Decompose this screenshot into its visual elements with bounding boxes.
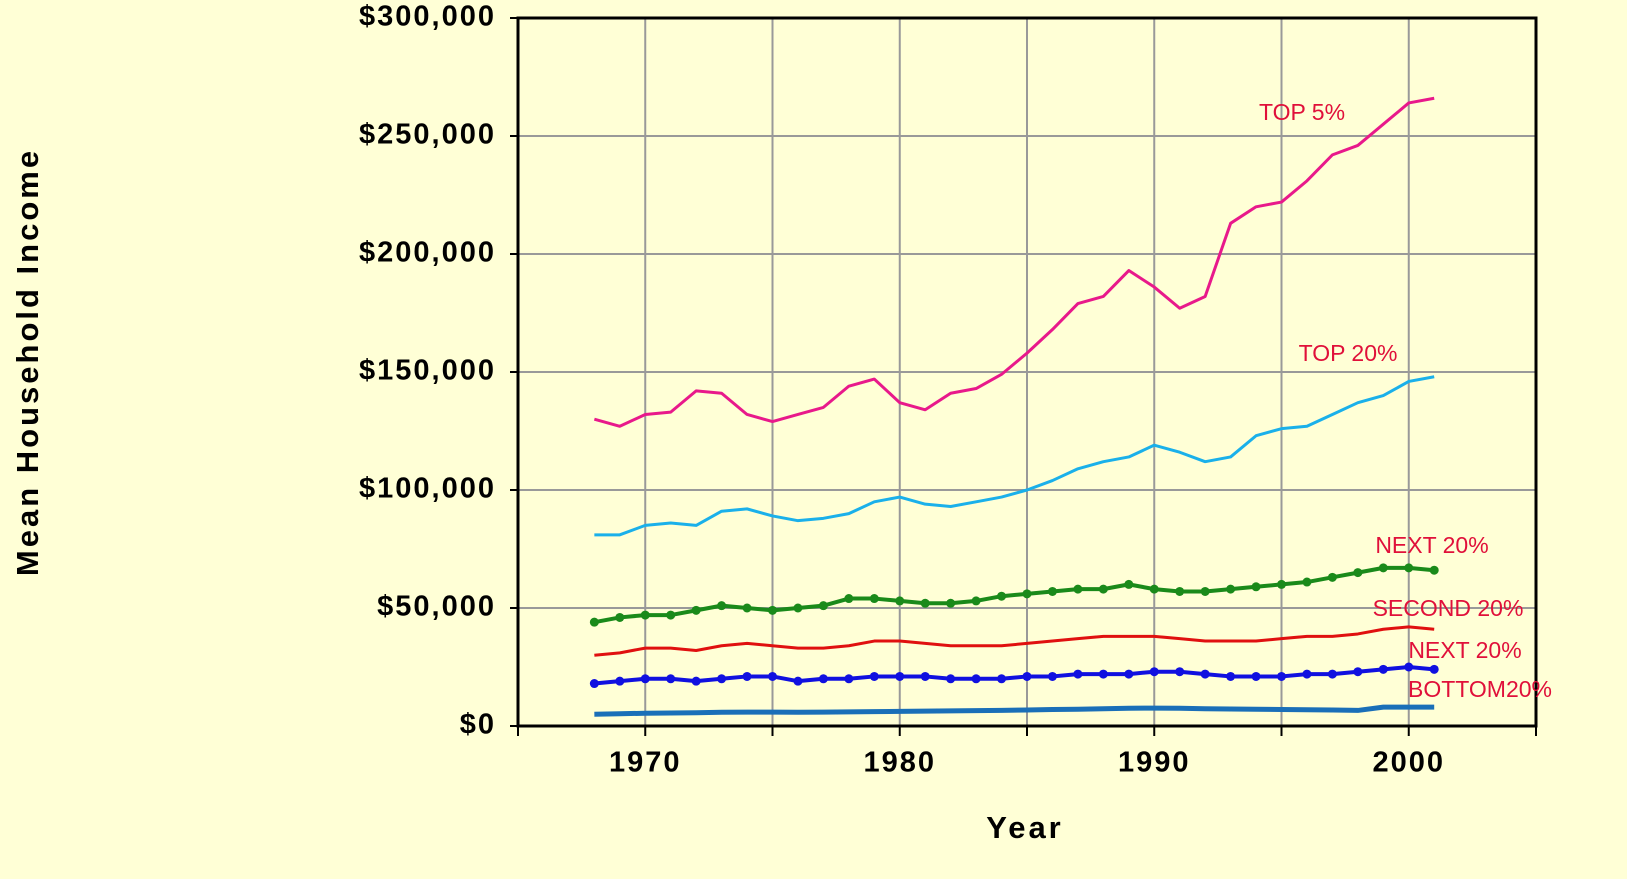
series-marker [844, 594, 854, 604]
series-marker [640, 610, 650, 620]
series-marker [1047, 586, 1057, 596]
series-marker [818, 674, 828, 684]
y-tick-label: $100,000 [359, 473, 496, 505]
series-label: TOP 5% [1259, 99, 1345, 125]
y-tick-label: $50,000 [377, 591, 496, 623]
series-marker [818, 601, 828, 611]
series-marker [1404, 662, 1414, 672]
series-marker [895, 671, 905, 681]
series-marker [717, 601, 727, 611]
series-marker [691, 605, 701, 615]
series-marker [920, 671, 930, 681]
series-marker [1378, 563, 1388, 573]
series-marker [895, 596, 905, 606]
series-marker [1149, 584, 1159, 594]
series-label: SECOND 20% [1373, 595, 1524, 621]
series-marker [666, 610, 676, 620]
series-marker [589, 679, 599, 689]
series-line [594, 375, 1435, 537]
series-marker [742, 671, 752, 681]
series-marker [1098, 584, 1108, 594]
y-tick-label: $150,000 [359, 355, 496, 387]
x-tick-label: 1990 [1118, 747, 1191, 779]
series-marker [1327, 669, 1337, 679]
series-marker [793, 603, 803, 613]
series-marker [615, 676, 625, 686]
series-marker [1251, 671, 1261, 681]
series-marker [1073, 584, 1083, 594]
series-marker [869, 671, 879, 681]
series-marker [869, 594, 879, 604]
series-marker [1175, 667, 1185, 677]
series-marker [1047, 671, 1057, 681]
series-marker [1098, 669, 1108, 679]
series-marker [946, 598, 956, 608]
series-line [594, 665, 1435, 686]
series-marker [1226, 671, 1236, 681]
series-marker [615, 612, 625, 622]
series-marker [717, 674, 727, 684]
series-marker [920, 598, 930, 608]
series-marker [997, 674, 1007, 684]
series-marker [1226, 584, 1236, 594]
series-marker [1429, 664, 1439, 674]
y-tick-label: $0 [460, 709, 496, 741]
series-line [593, 96, 1435, 428]
series-marker [793, 676, 803, 686]
series-marker [589, 617, 599, 627]
y-tick-label: $300,000 [359, 1, 496, 33]
series-marker [1022, 671, 1032, 681]
x-tick-label: 2000 [1372, 747, 1445, 779]
series-line [594, 625, 1435, 657]
y-tick-label: $200,000 [359, 237, 496, 269]
y-axis-label: Mean Household Income [10, 148, 45, 576]
plot-frame [516, 16, 1538, 728]
series-line [593, 565, 1435, 625]
x-tick-label: 1980 [863, 747, 936, 779]
series-marker [844, 674, 854, 684]
series-marker [1149, 667, 1159, 677]
series-marker [666, 674, 676, 684]
series-marker [1073, 669, 1083, 679]
series-marker [1302, 577, 1312, 587]
series-marker [1022, 589, 1032, 599]
series-marker [742, 603, 752, 613]
series-marker [691, 676, 701, 686]
y-tick-label: $250,000 [359, 119, 496, 151]
series-marker [1124, 669, 1134, 679]
series-marker [1429, 565, 1439, 575]
series-line [594, 704, 1435, 717]
series-label: BOTTOM20% [1408, 676, 1552, 702]
series-label: NEXT 20% [1408, 637, 1521, 663]
series-marker [1353, 667, 1363, 677]
series-marker [1277, 671, 1286, 681]
series-label: NEXT 20% [1375, 532, 1488, 558]
series-marker [768, 671, 777, 681]
x-tick-label: 1970 [609, 747, 682, 779]
x-axis-label: Year [986, 810, 1064, 845]
series-marker [1175, 586, 1185, 596]
series-marker [971, 674, 981, 684]
series-marker [997, 591, 1007, 601]
series-label: TOP 20% [1299, 340, 1398, 366]
series-marker [1251, 582, 1261, 592]
series-marker [971, 596, 981, 606]
series-marker [1277, 579, 1286, 589]
series-marker [1200, 669, 1210, 679]
series-marker [946, 674, 956, 684]
series-marker [768, 605, 777, 615]
series-marker [640, 674, 650, 684]
series-marker [1200, 586, 1210, 596]
series-marker [1353, 568, 1363, 578]
series-marker [1378, 664, 1388, 674]
series-marker [1124, 579, 1134, 589]
series-marker [1327, 572, 1337, 582]
series-marker [1302, 669, 1312, 679]
series-marker [1404, 563, 1414, 573]
